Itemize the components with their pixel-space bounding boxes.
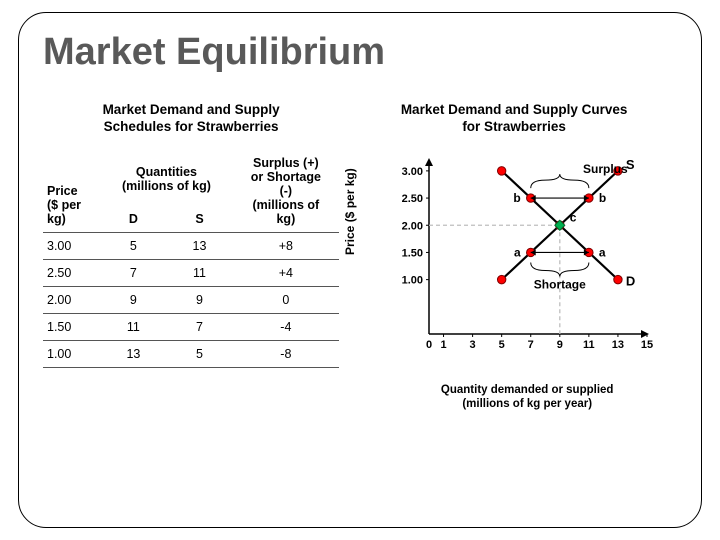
svg-text:13: 13 [612,339,624,351]
schedule-panel: Market Demand and SupplySchedules for St… [43,102,339,368]
slide-frame: Market Equilibrium Market Demand and Sup… [18,12,702,528]
svg-text:1: 1 [441,339,447,351]
cell-d: 5 [100,232,166,259]
svg-text:c: c [570,210,577,224]
hdr-surplus: Surplus (+)or Shortage(-)(millions ofkg) [233,150,340,233]
svg-text:b: b [514,191,521,205]
cell-d: 9 [100,286,166,313]
cell-d: 11 [100,313,166,340]
cell-s: 7 [166,313,232,340]
cell-s: 9 [166,286,232,313]
svg-text:3.00: 3.00 [402,166,423,178]
y-axis-label: Price ($ per kg) [343,168,357,255]
table-row: 1.00135-8 [43,340,339,367]
cell-diff: -8 [233,340,340,367]
cell-price: 2.00 [43,286,100,313]
cell-diff: +8 [233,232,340,259]
svg-text:1.00: 1.00 [402,274,423,286]
schedule-subtitle: Market Demand and SupplySchedules for St… [43,102,339,136]
svg-text:0: 0 [426,339,432,351]
hdr-s: S [166,199,232,232]
x-axis-label: Quantity demanded or supplied(millions o… [393,384,661,412]
slide-title: Market Equilibrium [43,31,677,74]
table-row: 1.50117-4 [43,313,339,340]
schedule-table: Price($ perkg) Quantities(millions of kg… [43,150,339,368]
cell-d: 7 [100,259,166,286]
svg-text:3: 3 [470,339,476,351]
hdr-price: Price($ perkg) [43,150,100,233]
hdr-d: D [100,199,166,232]
chart-svg: 3.002.502.001.501.00013579111315SDSurplu… [393,154,661,354]
svg-text:1.50: 1.50 [402,247,423,259]
svg-text:Shortage: Shortage [534,277,586,291]
svg-text:b: b [599,191,606,205]
cell-s: 5 [166,340,232,367]
chart-wrap: Price ($ per kg) 3.002.502.001.501.00013… [351,150,677,410]
svg-text:Surplus: Surplus [583,162,628,176]
svg-text:D: D [626,273,635,288]
cell-s: 13 [166,232,232,259]
svg-text:9: 9 [557,339,563,351]
svg-text:a: a [514,245,521,259]
cell-diff: +4 [233,259,340,286]
svg-text:2.50: 2.50 [402,193,423,205]
cell-price: 1.00 [43,340,100,367]
cell-diff: -4 [233,313,340,340]
cell-price: 1.50 [43,313,100,340]
svg-text:5: 5 [499,339,505,351]
svg-text:7: 7 [528,339,534,351]
plot-area: 3.002.502.001.501.00013579111315SDSurplu… [393,154,661,354]
svg-text:11: 11 [583,339,595,351]
table-row: 3.00513+8 [43,232,339,259]
table-row: 2.00990 [43,286,339,313]
chart-subtitle: Market Demand and Supply Curvesfor Straw… [351,102,677,136]
cell-d: 13 [100,340,166,367]
cell-price: 2.50 [43,259,100,286]
cell-price: 3.00 [43,232,100,259]
hdr-quantities: Quantities(millions of kg) [100,150,232,200]
svg-text:a: a [599,245,606,259]
cell-diff: 0 [233,286,340,313]
table-row: 2.50711+4 [43,259,339,286]
svg-text:2.00: 2.00 [402,220,423,232]
chart-panel: Market Demand and Supply Curvesfor Straw… [351,102,677,410]
svg-text:15: 15 [641,339,653,351]
cell-s: 11 [166,259,232,286]
content-columns: Market Demand and SupplySchedules for St… [43,102,677,410]
